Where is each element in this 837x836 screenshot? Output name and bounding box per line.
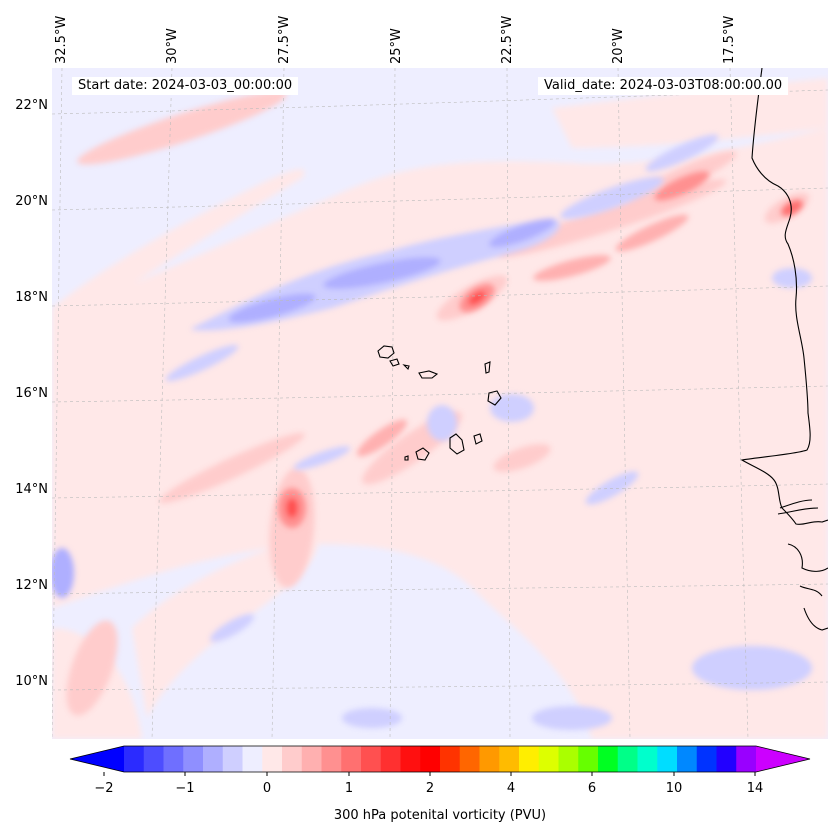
colorbar-swatch [183,746,204,772]
colorbar-swatch [341,746,362,772]
latitude-label: 22°N [15,98,48,113]
colorbar-swatch [736,746,757,772]
strong-positive-cores [278,171,803,528]
colorbar-swatch [558,746,579,772]
colorbar-swatch [598,746,619,772]
colorbar-tick-label: 2 [425,781,435,796]
colorbar-tick-label: 6 [587,781,597,796]
colorbar-swatch [380,746,401,772]
vorticity-map [52,68,828,739]
colorbar-swatch [282,746,303,772]
colorbar-tick-label: 0 [262,781,272,796]
colorbar-swatch [657,746,678,772]
colorbar-swatch [499,746,520,772]
cape-verde-islands [377,345,502,461]
colorbar-swatch [262,746,283,772]
colorbar-swatch [716,746,737,772]
colorbar-swatch [479,746,500,772]
colorbar-swatch [538,746,559,772]
start-date-label: Start date: 2024-03-03_00:00:00 [72,77,299,95]
gambia-river-outline [777,499,819,515]
colorbar-tick-label: −2 [94,781,114,796]
longitude-label: 25°W [389,2,406,64]
colorbar-swatch [124,746,145,772]
longitude-label: 32.5°W [54,2,71,64]
latitude-label: 18°N [15,290,48,305]
valid-date-label: Valid_date: 2024-03-03T08:00:00.00 [538,77,789,95]
latitude-label: 12°N [15,578,48,593]
longitude-label: 30°W [165,2,182,64]
colorbar-swatch [677,746,698,772]
colorbar-tick-label: −1 [175,781,195,796]
longitude-label-text: 25°W [389,28,404,64]
colorbar-tick-label: 10 [665,781,683,796]
colorbar-swatch [578,746,599,772]
longitude-label-text: 17.5°W [722,15,737,64]
colorbar-swatch [696,746,717,772]
latitude-label: 20°N [15,194,48,209]
colorbar-extend-min [70,746,124,772]
colorbar-swatch [242,746,263,772]
longitude-label-text: 30°W [165,28,180,64]
colorbar-swatch [519,746,540,772]
longitude-label-text: 27.5°W [277,15,292,64]
colorbar-swatch [617,746,638,772]
colorbar-tick-label: 1 [344,781,354,796]
latitude-label: 16°N [15,386,48,401]
colorbar-swatch [163,746,184,772]
colorbar-swatch [222,746,243,772]
colorbar-extend-max [756,746,810,772]
negative-vorticity-regions [52,134,812,730]
colorbar-label: 300 hPa potenital vorticity (PVU) [333,808,547,823]
colorbar-outline [69,745,811,773]
map-panel [52,68,828,739]
longitude-label-text: 20°W [611,28,626,64]
colorbar-swatch [361,746,382,772]
colorbar-swatch [301,746,322,772]
colorbar-swatch [459,746,480,772]
colorbar-swatch [203,746,224,772]
colorbar-swatch [321,746,342,772]
latitude-label: 10°N [15,674,48,689]
colorbar-swatch [143,746,164,772]
longitude-label-text: 22.5°W [500,15,515,64]
longitude-label: 17.5°W [722,2,739,64]
colorbar-swatch [637,746,658,772]
colorbar-swatch [440,746,461,772]
longitude-label: 20°W [611,2,628,64]
latitude-label: 14°N [15,482,48,497]
longitude-label-text: 32.5°W [54,15,69,64]
colorbar-tick-label: 4 [506,781,516,796]
colorbar-swatch [420,746,441,772]
african-coastline [740,68,828,631]
colorbar-tick-label: 14 [746,781,764,796]
longitude-label: 22.5°W [500,2,517,64]
colorbar [69,745,811,776]
colorbar-swatch [400,746,421,772]
longitude-label: 27.5°W [277,2,294,64]
